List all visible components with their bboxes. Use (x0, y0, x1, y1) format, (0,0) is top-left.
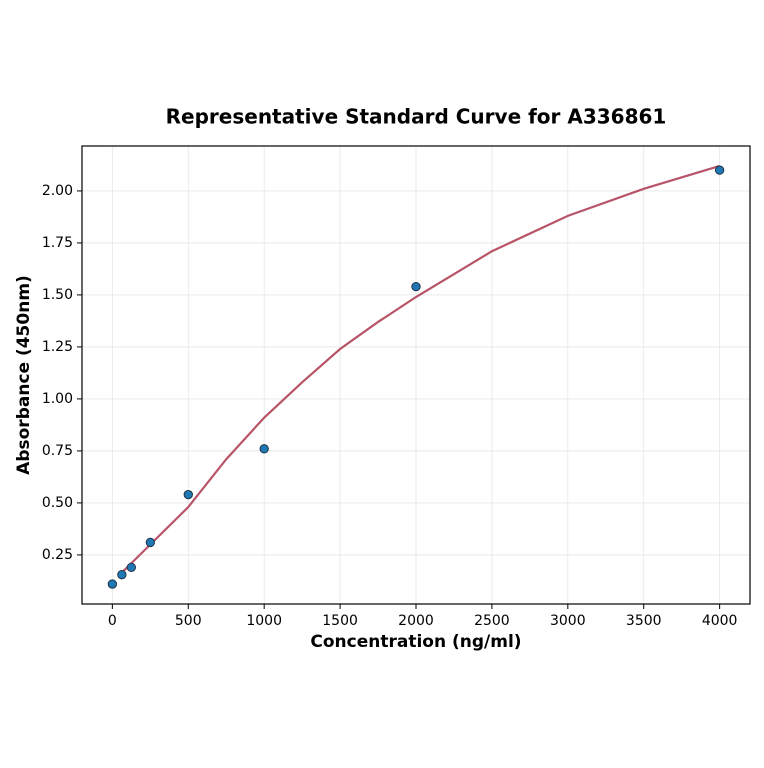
data-point (183, 489, 193, 500)
fit-curve (121, 164, 720, 574)
y-tick-label: 1.00 (42, 391, 73, 407)
x-tick-label: 2500 (474, 613, 510, 629)
data-point (714, 165, 725, 175)
x-tick-label: 4000 (702, 613, 738, 629)
data-point (259, 444, 269, 454)
x-tick-label: 2000 (398, 613, 434, 629)
data-point (107, 579, 118, 589)
x-axis-label: Concentration (ng/ml) (310, 632, 521, 652)
x-tick-label: 0 (108, 613, 117, 629)
y-tick-label: 1.75 (42, 235, 73, 251)
grid (82, 146, 750, 604)
x-tick-label: 3000 (550, 613, 586, 629)
data-point (117, 570, 127, 580)
y-axis-label: Absorbance (450nm) (14, 275, 34, 475)
x-tick-label: 3500 (626, 613, 662, 629)
y-tick-label: 0.25 (42, 547, 73, 563)
marks (107, 164, 725, 589)
x-tick-label: 500 (175, 613, 202, 629)
y-tick-label: 2.00 (42, 183, 73, 199)
y-tick-label: 0.75 (42, 443, 73, 459)
y-tick-label: 0.50 (42, 495, 73, 511)
data-point (411, 281, 421, 292)
chart-title: Representative Standard Curve for A33686… (166, 105, 667, 129)
y-tick-label: 1.50 (42, 287, 73, 303)
x-tick-label: 1500 (322, 613, 358, 629)
data-point (126, 562, 136, 573)
x-tick-label: 1000 (246, 613, 282, 629)
data-point (145, 537, 155, 548)
y-tick-label: 1.25 (42, 339, 73, 355)
